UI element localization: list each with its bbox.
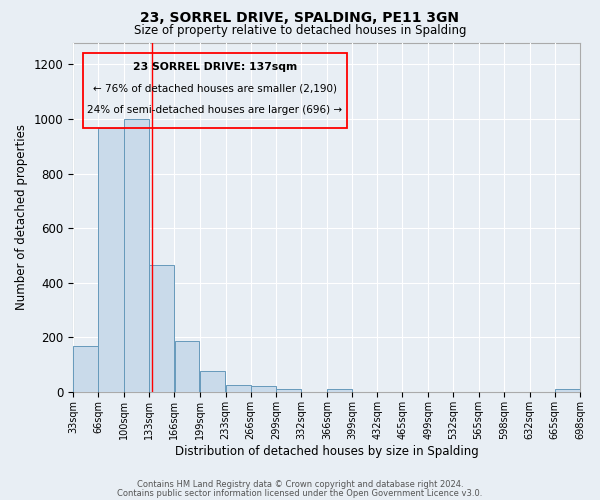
X-axis label: Distribution of detached houses by size in Spalding: Distribution of detached houses by size … xyxy=(175,444,478,458)
Bar xyxy=(73,346,98,392)
Bar xyxy=(251,386,276,392)
Bar xyxy=(200,372,226,392)
Text: 23 SORREL DRIVE: 137sqm: 23 SORREL DRIVE: 137sqm xyxy=(133,62,297,72)
Text: ← 76% of detached houses are smaller (2,190): ← 76% of detached houses are smaller (2,… xyxy=(93,83,337,93)
Y-axis label: Number of detached properties: Number of detached properties xyxy=(15,124,28,310)
Bar xyxy=(327,389,352,392)
Text: 24% of semi-detached houses are larger (696) →: 24% of semi-detached houses are larger (… xyxy=(88,104,343,115)
Bar xyxy=(98,128,124,392)
Bar xyxy=(124,119,149,392)
Text: Contains HM Land Registry data © Crown copyright and database right 2024.: Contains HM Land Registry data © Crown c… xyxy=(137,480,463,489)
Bar xyxy=(175,342,199,392)
Bar xyxy=(149,265,175,392)
Text: Size of property relative to detached houses in Spalding: Size of property relative to detached ho… xyxy=(134,24,466,37)
Text: Contains public sector information licensed under the Open Government Licence v3: Contains public sector information licen… xyxy=(118,489,482,498)
Bar xyxy=(276,389,301,392)
Bar xyxy=(83,53,347,128)
Bar xyxy=(555,389,580,392)
Text: 23, SORREL DRIVE, SPALDING, PE11 3GN: 23, SORREL DRIVE, SPALDING, PE11 3GN xyxy=(140,11,460,25)
Bar xyxy=(226,385,251,392)
